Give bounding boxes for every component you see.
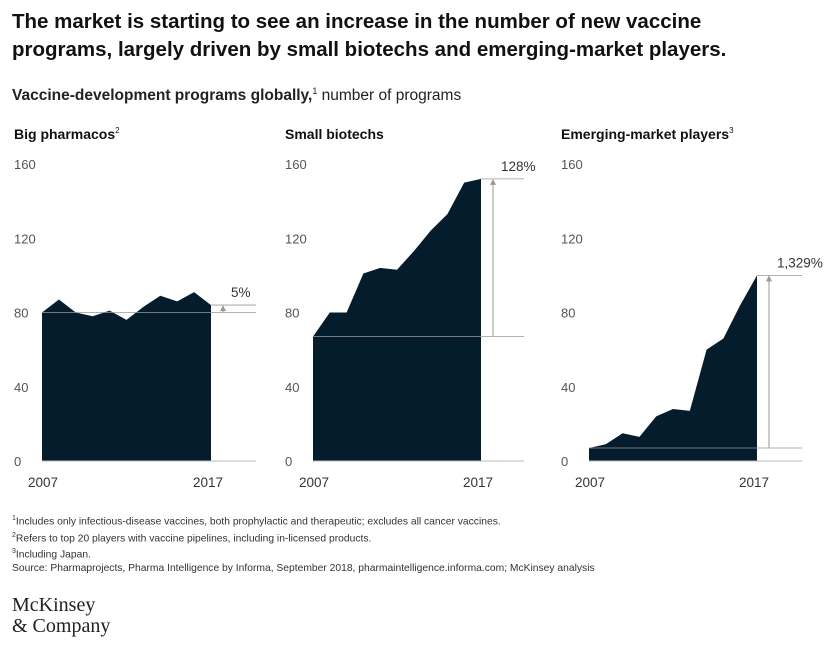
y-tick-label: 0: [561, 454, 568, 469]
y-tick-label: 40: [561, 380, 575, 395]
y-tick-label: 40: [285, 380, 299, 395]
y-tick-label: 120: [561, 231, 583, 246]
y-tick-label: 160: [14, 157, 36, 172]
small-multiples-chart: Big pharmacos2 0 40 80 120 160 5% 2007 2017 Small…: [14, 126, 823, 490]
area-series: [589, 275, 757, 461]
y-tick-label: 80: [561, 306, 575, 321]
footnote-1: 1Includes only infectious-disease vaccin…: [12, 515, 501, 528]
x-tick-label-start: 2007: [299, 475, 329, 490]
y-tick-label: 80: [285, 306, 299, 321]
mckinsey-logo: McKinsey & Company: [12, 595, 110, 637]
panel-title: Small biotechs: [285, 126, 384, 142]
y-tick-label: 0: [14, 454, 21, 469]
change-annotation: 1,329%: [777, 255, 823, 270]
y-tick-label: 160: [561, 157, 583, 172]
y-tick-label: 120: [285, 231, 307, 246]
x-tick-label-end: 2017: [463, 475, 493, 490]
change-annotation: 128%: [501, 159, 536, 174]
headline: The market is starting to see an increas…: [12, 10, 727, 61]
panel-title: Emerging-market players3: [561, 126, 734, 142]
y-tick-label: 0: [285, 454, 292, 469]
change-annotation: 5%: [231, 285, 251, 300]
y-tick-label: 80: [14, 306, 28, 321]
footnote-2: 2Refers to top 20 players with vaccine p…: [12, 531, 372, 545]
logo-line-1: McKinsey: [12, 594, 96, 616]
change-arrowhead: [766, 275, 772, 282]
panel-title: Big pharmacos2: [14, 126, 120, 142]
x-tick-label-end: 2017: [739, 475, 769, 490]
y-tick-label: 120: [14, 231, 36, 246]
area-series: [313, 178, 481, 461]
subtitle-unit: number of programs: [317, 87, 462, 105]
panel-title-footnote-mark: 3: [729, 126, 734, 135]
x-tick-label-end: 2017: [193, 475, 223, 490]
area-series: [42, 292, 211, 461]
subtitle-footnote-mark: 1: [312, 86, 318, 96]
logo-line-2: & Company: [12, 615, 111, 637]
footnote-3: 3Including Japan.: [12, 548, 91, 561]
x-tick-label-start: 2007: [28, 475, 58, 490]
source-note: Source: Pharmaprojects, Pharma Intellige…: [12, 562, 595, 574]
y-tick-label: 40: [14, 380, 28, 395]
y-tick-label: 160: [285, 157, 307, 172]
change-arrowhead: [220, 305, 226, 312]
footnotes: 1Includes only infectious-disease vaccin…: [12, 512, 595, 575]
change-arrowhead: [490, 178, 496, 185]
chart-subtitle: Vaccine-development programs globally,1 …: [12, 86, 461, 105]
subtitle-bold: Vaccine-development programs globally,: [12, 87, 313, 105]
panel-title-footnote-mark: 2: [115, 126, 120, 135]
x-tick-label-start: 2007: [575, 475, 605, 490]
